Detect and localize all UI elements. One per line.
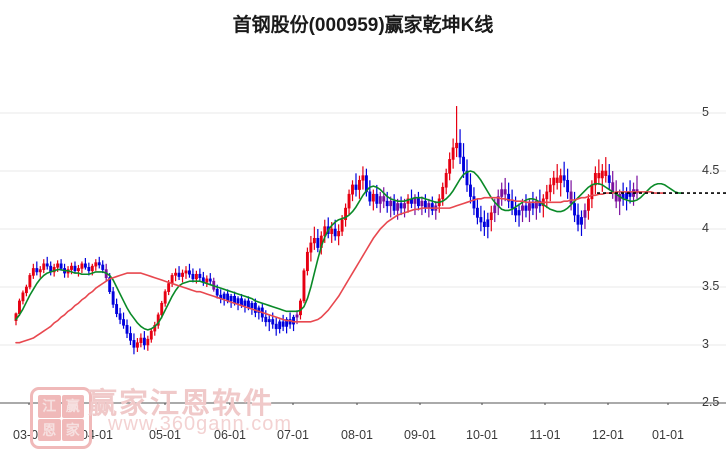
x-axis-tick-label: 11-01 <box>529 428 561 442</box>
y-axis-tick-label: 4.5 <box>702 163 720 177</box>
chart-plot-area[interactable] <box>0 60 726 405</box>
x-axis-tick-label: 06-01 <box>214 428 246 442</box>
x-axis-tick-label: 08-01 <box>341 428 373 442</box>
y-axis-tick-label: 3 <box>702 337 709 351</box>
gridlines <box>0 112 726 404</box>
x-axis-ticks <box>28 403 669 405</box>
y-axis-tick-label: 5 <box>702 105 709 119</box>
moving-average-short-line <box>15 170 683 331</box>
page-title: 首钢股份(000959)赢家乾坤K线 <box>232 15 494 36</box>
candlestick-chart-svg[interactable] <box>0 60 726 405</box>
candlestick-series <box>14 106 639 355</box>
y-axis-tick-label: 2.5 <box>702 395 720 409</box>
x-axis-tick-label: 04-01 <box>81 428 113 442</box>
moving-average-long-line <box>15 191 666 344</box>
x-axis-tick-label: 01-01 <box>652 428 684 442</box>
watermark-url: www.360gann.com <box>108 413 292 435</box>
x-axis-tick-label: 07-01 <box>277 428 309 442</box>
y-axis-tick-label: 3.5 <box>702 279 720 293</box>
x-axis-tick-label: 10-01 <box>466 428 498 442</box>
x-axis-tick-label: 12-01 <box>592 428 624 442</box>
x-axis-tick-label: 03-01 <box>13 428 45 442</box>
x-axis-tick-label: 09-01 <box>404 428 436 442</box>
y-axis-tick-label: 4 <box>702 221 709 235</box>
x-axis-tick-label: 05-01 <box>149 428 181 442</box>
